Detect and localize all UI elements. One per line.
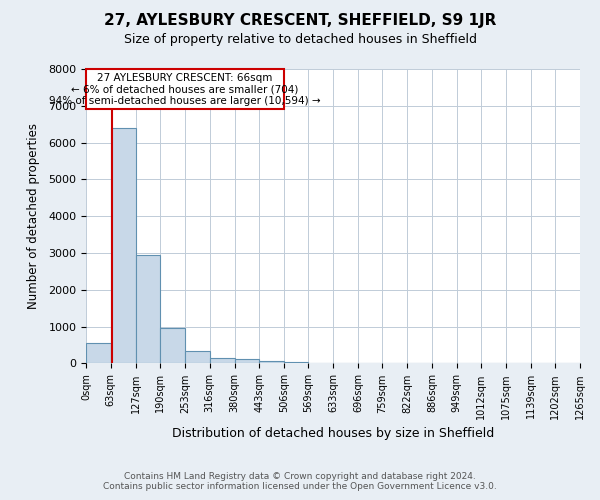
Bar (86, 343, 111, 363)
Text: Contains HM Land Registry data © Crown copyright and database right 2024.
Contai: Contains HM Land Registry data © Crown c… (103, 472, 497, 491)
Text: 27, AYLESBURY CRESCENT, SHEFFIELD, S9 1JR: 27, AYLESBURY CRESCENT, SHEFFIELD, S9 1J… (104, 12, 496, 28)
Text: 27 AYLESBURY CRESCENT: 66sqm
← 6% of detached houses are smaller (704)
94% of se: 27 AYLESBURY CRESCENT: 66sqm ← 6% of det… (49, 72, 321, 106)
Bar (160, 328, 185, 364)
Bar (259, 361, 284, 364)
Text: Size of property relative to detached houses in Sheffield: Size of property relative to detached ho… (124, 32, 476, 46)
FancyBboxPatch shape (86, 69, 284, 110)
X-axis label: Distribution of detached houses by size in Sheffield: Distribution of detached houses by size … (172, 427, 494, 440)
Bar (111, 128, 136, 364)
Bar (284, 362, 308, 364)
Bar (235, 360, 259, 364)
Bar (185, 351, 209, 364)
Bar (209, 358, 235, 364)
Y-axis label: Number of detached properties: Number of detached properties (27, 123, 40, 309)
Bar (136, 255, 160, 364)
